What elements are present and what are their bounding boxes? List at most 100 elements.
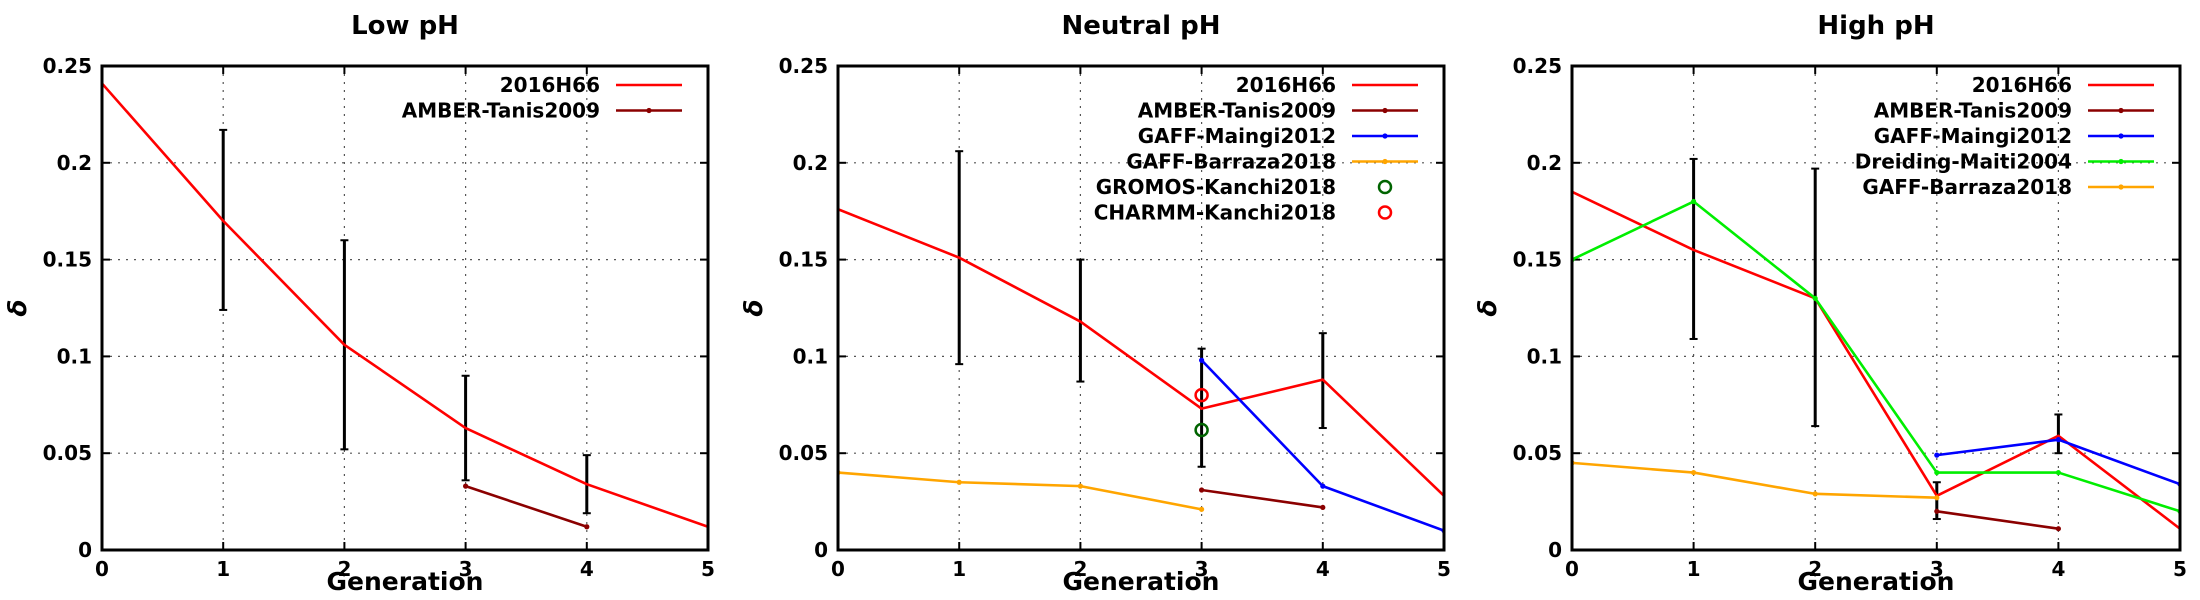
data-point [1199,487,1205,493]
series-line [1572,461,1937,500]
x-tick-label: 3 [459,557,473,581]
data-point [2055,526,2061,532]
data-point [1194,387,1209,403]
x-tick-label: 1 [952,557,966,581]
data-point [1934,469,1940,476]
data-point [1691,198,1697,205]
legend-swatch [1377,205,1393,220]
y-tick-label: 0.25 [1513,54,1562,78]
data-point [1691,469,1697,476]
data-point [1934,452,1940,458]
legend-label: 2016H66 [500,73,600,97]
data-point [1077,483,1083,489]
legend-swatch-point [2118,107,2124,114]
panel-title: Neutral pH [1061,11,1220,41]
chart-panel: Neutral pH 0 1 2 3 4 5 0 0.05 0.1 0.15 0.2 0.25 Gener… [739,11,1451,596]
legend-label: GROMOS-Kanchi2018 [1096,175,1336,199]
legend-label: 2016H66 [1972,73,2072,97]
y-tick-label: 0 [814,538,828,562]
x-tick-label: 2 [337,557,351,581]
plot-area [1572,157,2180,532]
panel-title: High pH [1817,11,1934,41]
legend-swatch [1377,179,1393,195]
y-tick-label: 0.2 [793,151,828,175]
data-point [2055,437,2061,443]
legend-swatch-point [1382,107,1388,114]
x-tick-label: 4 [580,557,594,581]
x-tick-label: 5 [2173,557,2187,581]
legend-label: GAFF-Maingi2012 [1874,124,2072,148]
x-axis-label: Generation [1798,567,1955,596]
chart-panel: Low pH 0 1 2 3 4 5 0 0.05 0.1 0.15 0.2 0.25 Generatio… [3,11,715,596]
plot-frame [100,64,710,552]
x-tick-label: 4 [2051,557,2065,581]
series-line [838,471,1202,511]
plot-area [838,150,1444,534]
x-tick-label: 5 [701,557,715,581]
data-point [1812,295,1818,301]
data-point [1320,483,1326,489]
legend-swatch-point [1382,133,1388,139]
y-axis-label: δ [739,299,768,316]
x-tick-label: 1 [216,557,230,581]
data-point [1934,508,1940,514]
series-line [1572,200,2180,513]
series-line [1572,190,2180,530]
legend-label: AMBER-Tanis2009 [402,99,600,123]
legend: 2016H66AMBER-Tanis2009GAFF-Maingi2012GAF… [1094,73,1418,225]
x-tick-label: 0 [1565,557,1579,581]
data-point [2055,469,2061,476]
y-tick-label: 0.2 [57,151,92,175]
legend-swatch-point [2118,133,2124,139]
series-line [1201,488,1323,509]
chart-panel: High pH 0 1 2 3 4 5 0 0.05 0.1 0.15 0.2 0.25 Generati… [1473,11,2187,596]
legend-swatch-point [2118,158,2124,165]
legend-label: CHARMM-Kanchi2018 [1094,201,1336,225]
x-axis-label: Generation [1063,567,1220,596]
x-tick-label: 1 [1687,557,1701,581]
legend-label: GAFF-Maingi2012 [1138,124,1336,148]
y-tick-label: 0.05 [1513,441,1562,465]
data-point [1199,506,1205,512]
legend-label: GAFF-Barraza2018 [1126,150,1336,174]
plot-area [102,82,708,530]
plot-frame [836,64,1446,552]
legend-label: Dreiding-Maiti2004 [1855,150,2072,174]
y-tick-label: 0.05 [43,441,92,465]
legend-swatch-point [646,107,652,114]
y-tick-label: 0.2 [1527,151,1562,175]
y-axis-label: δ [1473,299,1502,316]
x-tick-label: 5 [1437,557,1451,581]
y-tick-label: 0.15 [43,248,92,272]
y-tick-label: 0.1 [793,344,828,368]
legend-label: AMBER-Tanis2009 [1874,99,2072,123]
panel-title: Low pH [351,11,459,41]
data-point [463,483,469,489]
legend-label: AMBER-Tanis2009 [1138,99,1336,123]
legend: 2016H66AMBER-Tanis2009GAFF-Maingi2012Dre… [1855,73,2154,199]
x-tick-label: 0 [95,557,109,581]
y-tick-label: 0.15 [779,248,828,272]
y-tick-label: 0.05 [779,441,828,465]
data-point [1194,422,1209,438]
x-tick-label: 0 [831,557,845,581]
y-axis-label: δ [3,299,32,316]
x-axis-label: Generation [327,567,484,596]
series-line [1936,509,2059,530]
data-point [1320,504,1326,511]
legend-label: GAFF-Barraza2018 [1862,175,2072,199]
series-line [102,82,708,528]
x-tick-label: 4 [1316,557,1330,581]
x-tick-label: 3 [1195,557,1209,581]
y-tick-label: 0.25 [779,54,828,78]
data-point [1199,357,1205,363]
legend-swatch-point [2118,184,2124,190]
y-tick-label: 0.1 [1527,344,1562,368]
series-line [838,208,1444,497]
data-point [1812,491,1818,497]
y-tick-label: 0.15 [1513,248,1562,272]
data-point [584,524,590,530]
y-tick-label: 0 [78,538,92,562]
